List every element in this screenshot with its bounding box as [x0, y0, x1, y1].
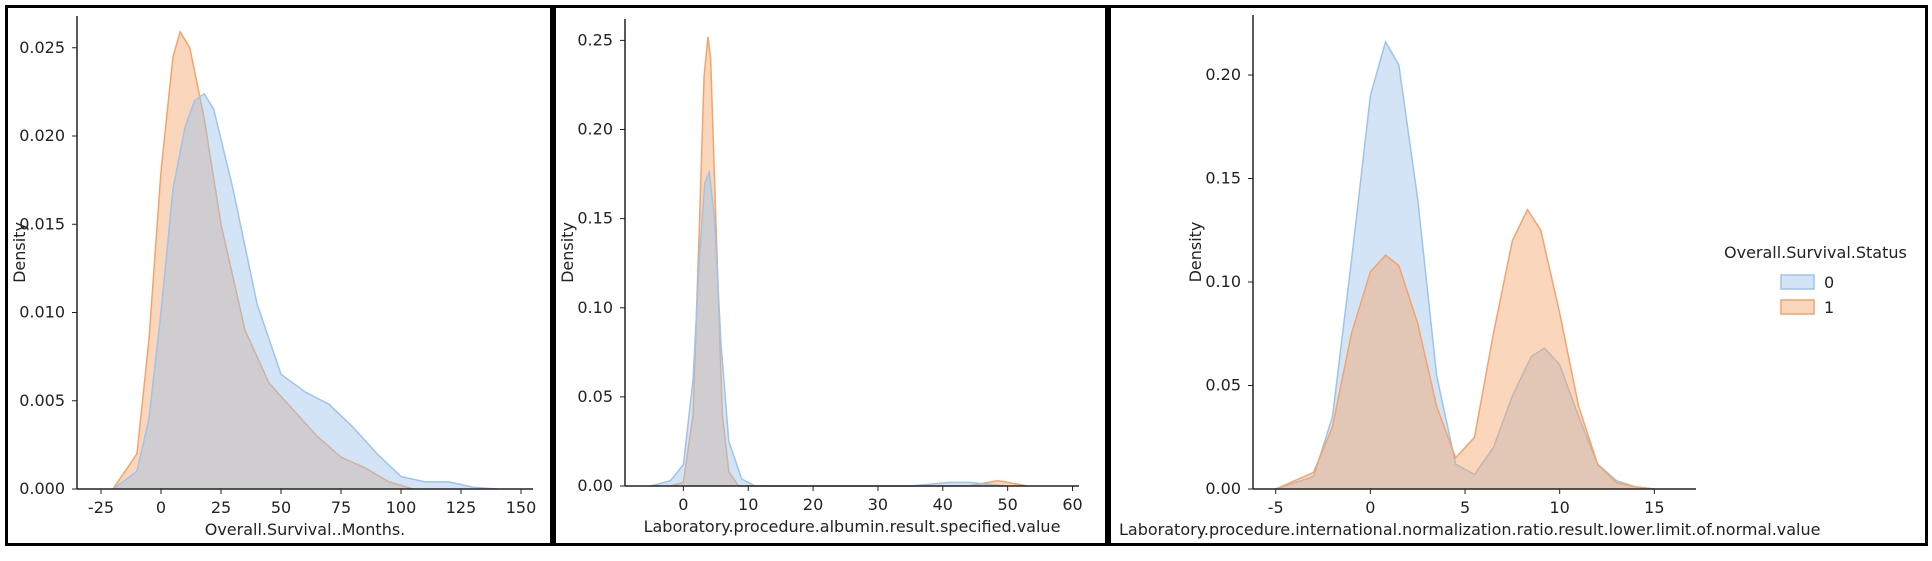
x-tick-label: 0 — [678, 495, 688, 514]
y-tick-label: 0.010 — [19, 303, 65, 322]
chart-panel-inr: -5 0 5 10 15 0.00 0.05 0.10 0.15 0.20 Laboratory.p… — [1108, 5, 1928, 546]
density-area-status-1 — [113, 31, 413, 490]
y-axis-label: Density — [1186, 222, 1205, 283]
y-tick-label: 0.00 — [577, 476, 613, 495]
x-tick-label: 10 — [1550, 498, 1570, 517]
y-tick-label: 0.10 — [577, 298, 613, 317]
x-tick-label: 30 — [868, 495, 888, 514]
y-tick-label: 0.000 — [19, 479, 65, 498]
legend-title: Overall.Survival.Status — [1724, 243, 1907, 262]
x-tick-label: 50 — [997, 495, 1017, 514]
density-line-status-1 — [112, 30, 414, 490]
y-tick-label: 0.020 — [19, 126, 65, 145]
x-tick-label: 75 — [331, 498, 351, 517]
x-tick-label: 0 — [156, 498, 166, 517]
legend-swatch-1 — [1780, 299, 1815, 315]
legend-swatch-0 — [1780, 274, 1815, 290]
x-tick-label: 0 — [1365, 498, 1375, 517]
x-tick-label: 60 — [1062, 495, 1082, 514]
y-tick-label: 0.015 — [19, 214, 65, 233]
y-tick-label: 0.15 — [577, 209, 613, 228]
x-tick-label: 125 — [446, 498, 477, 517]
y-axis-label: Density — [558, 222, 577, 283]
density-area-status-1 — [1275, 209, 1655, 489]
x-axis-label: Laboratory.procedure.albumin.result.spec… — [644, 517, 1061, 536]
density-chart-inr: -5 0 5 10 150.000.050.100.150.20Laboratory.p… — [1119, 15, 1907, 539]
y-tick-label: 0.00 — [1205, 479, 1241, 498]
x-tick-label: -25 — [88, 498, 114, 517]
y-tick-label: 0.25 — [577, 30, 613, 49]
y-tick-label: 0.20 — [1205, 65, 1241, 84]
density-line-status-0 — [650, 169, 1008, 487]
x-axis-label: Laboratory.procedure.international.norma… — [1119, 520, 1820, 539]
density-area-status-0 — [113, 93, 497, 489]
density-chart-albumin: 0 10 20 30 40 50 60 0.00 0.05 0.10 0.15 0.20 0.25 Lab… — [558, 19, 1083, 536]
chart-panel-albumin: 0 10 20 30 40 50 60 0.00 0.05 0.10 0.15 0.20 0.25 Lab… — [553, 5, 1108, 546]
y-tick-label: 0.05 — [577, 387, 613, 406]
y-tick-label: 0.05 — [1205, 376, 1241, 395]
density-area-status-0 — [650, 172, 1008, 487]
y-tick-label: 0.005 — [19, 391, 65, 410]
y-tick-label: 0.20 — [577, 120, 613, 139]
x-axis-label: Overall.Survival..Months. — [205, 520, 406, 539]
chart-panel-survival-months: -25 0 25 50 75 100 125 150 0.000 0.005 0.010 0.015 0… — [5, 5, 553, 546]
x-tick-label: -5 — [1268, 498, 1284, 517]
x-tick-label: 40 — [933, 495, 953, 514]
density-area-status-0 — [1275, 41, 1655, 490]
x-tick-label: 100 — [386, 498, 417, 517]
x-tick-label: 10 — [738, 495, 758, 514]
y-tick-label: 0.15 — [1205, 169, 1241, 188]
density-chart-survival-months: -25 0 25 50 75 100 125 150 0.000 0.005 0.010 0.015 0… — [10, 16, 537, 539]
x-tick-label: 5 — [1460, 498, 1470, 517]
x-tick-label: 150 — [506, 498, 537, 517]
x-tick-label: 15 — [1644, 498, 1664, 517]
x-tick-label: 50 — [271, 498, 291, 517]
density-line-status-0 — [1275, 39, 1655, 490]
y-axis-label: Density — [10, 222, 29, 283]
legend-label-0: 0 — [1824, 273, 1834, 292]
legend-label-1: 1 — [1824, 298, 1834, 317]
density-line-status-1 — [1275, 208, 1655, 490]
density-line-status-0 — [112, 92, 498, 490]
y-tick-label: 0.10 — [1205, 272, 1241, 291]
density-area-status-1 — [670, 36, 1028, 487]
x-tick-label: 20 — [803, 495, 823, 514]
y-tick-label: 0.025 — [19, 38, 65, 57]
x-tick-label: 25 — [211, 498, 231, 517]
